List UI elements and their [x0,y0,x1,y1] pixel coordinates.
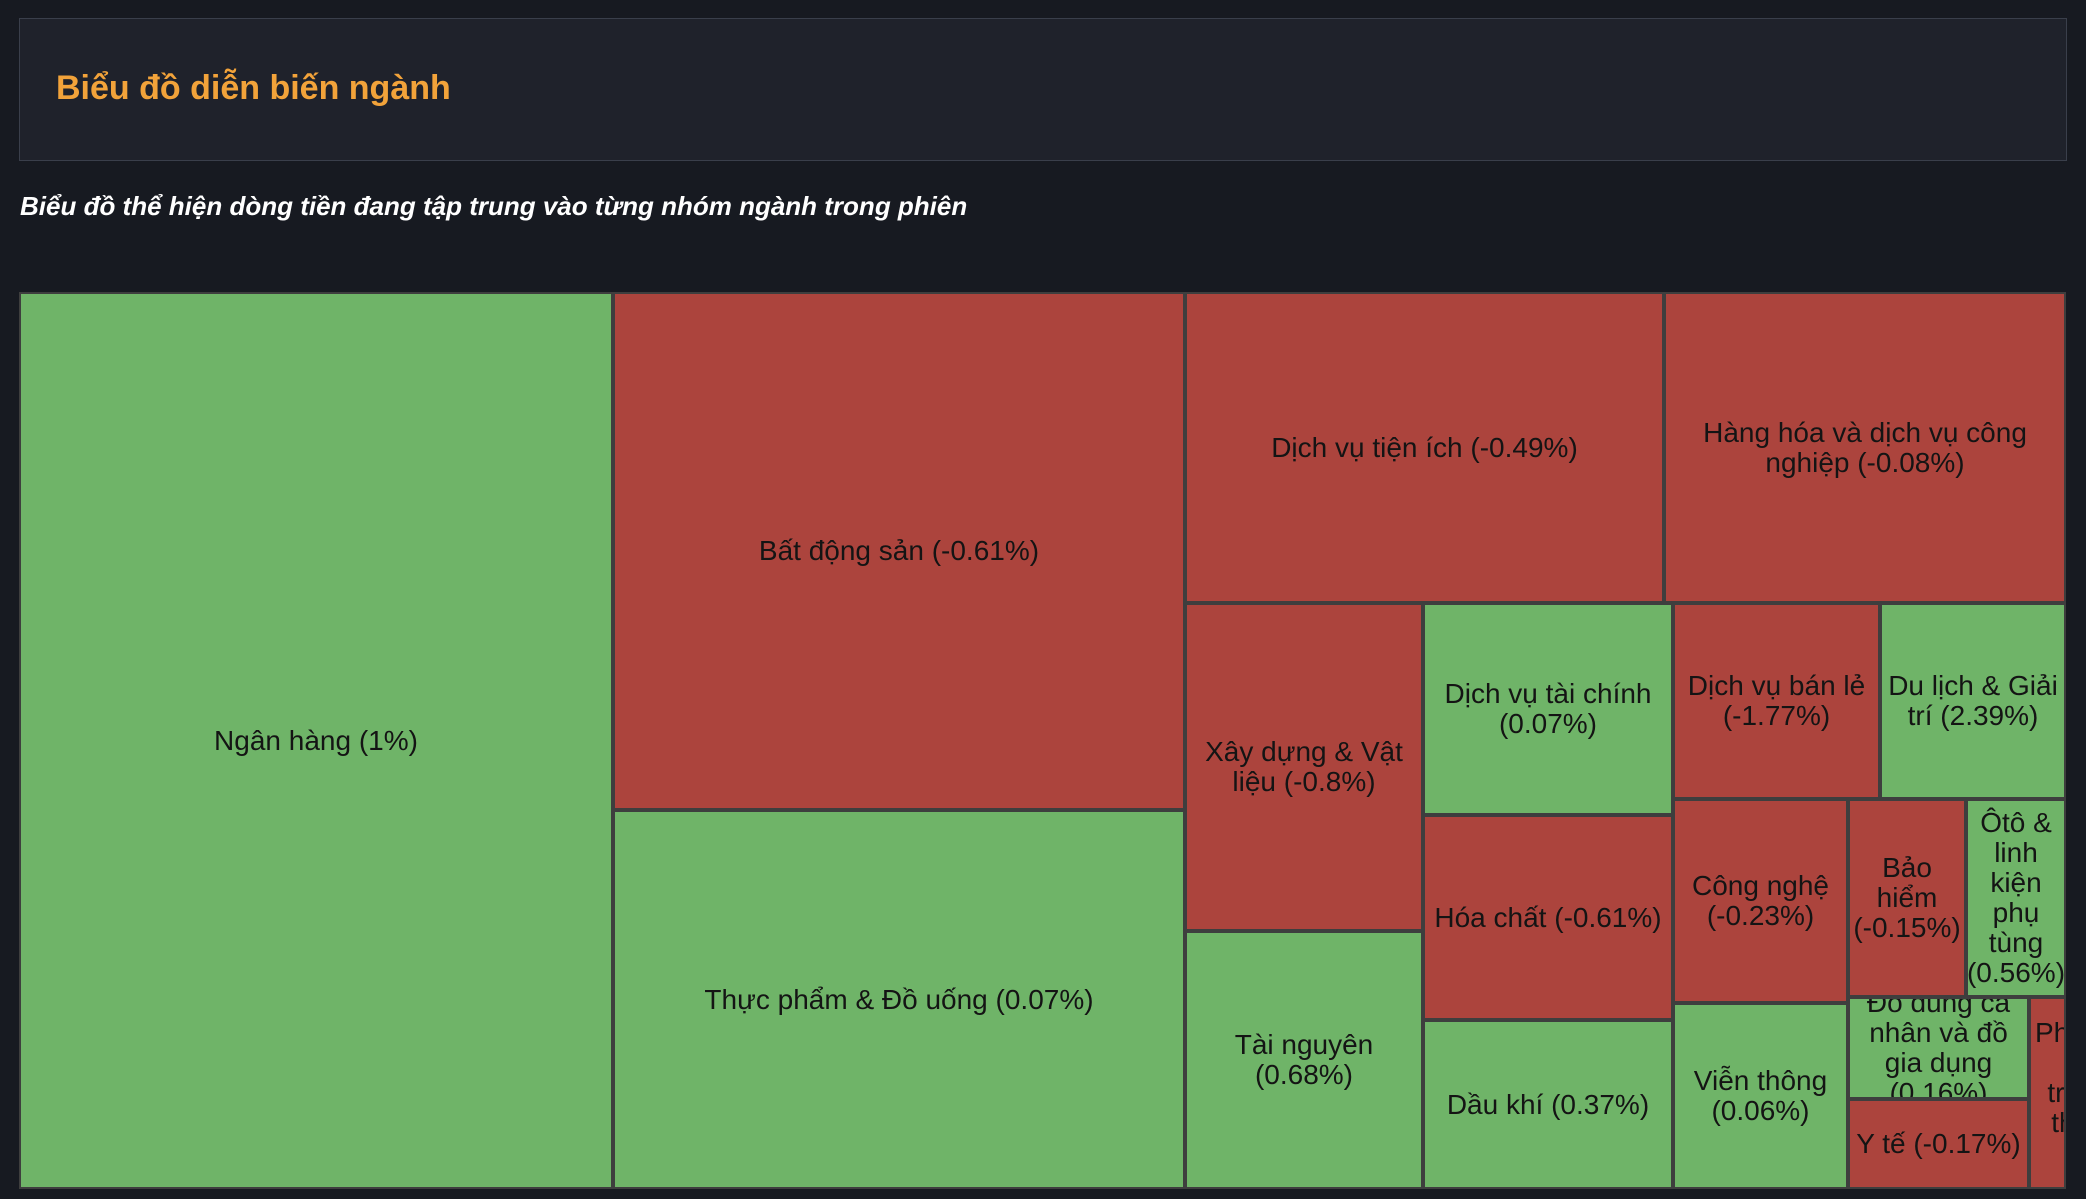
header-panel: Biểu đồ diễn biến ngành [19,18,2067,161]
page-title: Biểu đồ diễn biến ngành [56,69,451,107]
treemap-tile-label: Ngân hàng (1%) [214,724,418,756]
treemap-tile[interactable]: Phương tiện truyền thông (-3 [2029,997,2066,1189]
treemap-tile[interactable]: Viễn thông (0.06%) [1673,1003,1848,1189]
treemap-tile[interactable]: Ngân hàng (1%) [19,292,613,1189]
treemap-tile-label: Xây dựng & Vật liệu (-0.8%) [1205,736,1403,797]
treemap-tile[interactable]: Dịch vụ bán lẻ (-1.77%) [1673,603,1880,799]
treemap-tile[interactable]: Du lịch & Giải trí (2.39%) [1880,603,2066,799]
treemap-tile-label: Thực phẩm & Đồ uống (0.07%) [704,983,1094,1015]
treemap-tile[interactable]: Dầu khí (0.37%) [1423,1020,1673,1189]
treemap-tile-label: Y tế (-0.17%) [1856,1128,2021,1159]
treemap-tile[interactable]: Y tế (-0.17%) [1848,1099,2029,1189]
treemap-tile[interactable]: Dịch vụ tiện ích (-0.49%) [1185,292,1664,603]
treemap-tile-label: Dịch vụ tiện ích (-0.49%) [1271,431,1578,463]
treemap-tile[interactable]: Công nghệ (-0.23%) [1673,799,1848,1003]
treemap-tile[interactable]: Hàng hóa và dịch vụ công nghiệp (-0.08%) [1664,292,2066,603]
treemap-tile-label: Dịch vụ bán lẻ (-1.77%) [1687,670,1866,731]
treemap-tile-label: Tài nguyên (0.68%) [1234,1029,1374,1090]
treemap-tile-label: Dịch vụ tài chính (0.07%) [1444,678,1652,739]
treemap-tile[interactable]: Dịch vụ tài chính (0.07%) [1423,603,1673,815]
treemap-tile[interactable]: Ôtô & linh kiện phụ tùng (0.56%) [1966,799,2066,997]
treemap-tile-label: Viễn thông (0.06%) [1693,1065,1828,1126]
treemap-tile-label: Hóa chất (-0.61%) [1434,901,1662,933]
treemap-tile[interactable]: Xây dựng & Vật liệu (-0.8%) [1185,603,1423,931]
treemap-tile-label: Bảo hiểm (-0.15%) [1853,852,1961,943]
treemap-tile[interactable]: Bất động sản (-0.61%) [613,292,1185,810]
treemap-tile-label: Đồ dùng cá nhân và đồ gia dụng (0.16%) [1866,997,2011,1099]
treemap-tile-label: Phương tiện truyền thông (-3 [2035,1017,2065,1138]
treemap-tile-label: Dầu khí (0.37%) [1446,1088,1650,1120]
chart-subtitle: Biểu đồ thể hiện dòng tiền đang tập trun… [20,191,968,221]
treemap-tile[interactable]: Thực phẩm & Đồ uống (0.07%) [613,810,1185,1189]
treemap-tile-label: Công nghệ (-0.23%) [1691,870,1829,931]
treemap-tile-label: Du lịch & Giải trí (2.39%) [1888,670,2058,731]
treemap-tile[interactable]: Tài nguyên (0.68%) [1185,931,1423,1189]
treemap-tile[interactable]: Đồ dùng cá nhân và đồ gia dụng (0.16%) [1848,997,2029,1099]
treemap-tile[interactable]: Hóa chất (-0.61%) [1423,815,1673,1020]
treemap-tile-label: Bất động sản (-0.61%) [758,535,1040,566]
treemap-tile-label: Ôtô & linh kiện phụ tùng (0.56%) [1966,807,2066,988]
treemap-tile-label: Hàng hóa và dịch vụ công nghiệp (-0.08%) [1703,416,2027,478]
treemap-tile[interactable]: Bảo hiểm (-0.15%) [1848,799,1966,997]
